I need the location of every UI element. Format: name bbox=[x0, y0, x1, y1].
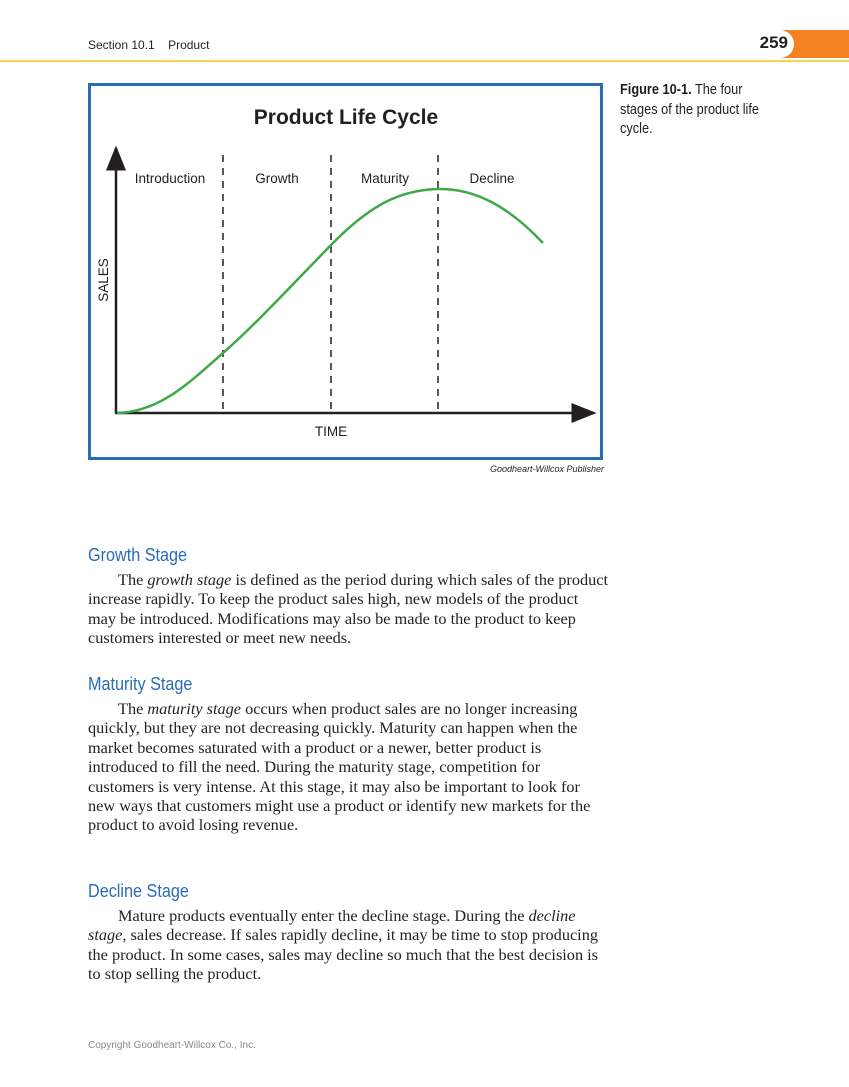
copyright-footer: Copyright Goodheart-Willcox Co., Inc. bbox=[88, 1040, 256, 1051]
stage-label-introduction: Introduction bbox=[135, 171, 206, 186]
paragraph-growth-stage: The growth stage is defined as the perio… bbox=[88, 570, 608, 648]
sales-curve bbox=[116, 187, 544, 415]
page-tab-pill bbox=[740, 30, 794, 58]
heading-maturity-stage: Maturity Stage bbox=[88, 674, 193, 694]
paragraph-maturity-stage: The maturity stage occurs when product s… bbox=[88, 699, 608, 835]
heading-decline-stage: Decline Stage bbox=[88, 881, 189, 901]
text: occurs when product sales are no longer … bbox=[88, 699, 591, 835]
stage-label-growth: Growth bbox=[255, 171, 299, 186]
chapter-name: Product bbox=[168, 38, 210, 52]
figure-frame bbox=[88, 83, 603, 460]
text: The bbox=[118, 699, 148, 718]
paragraph-decline-stage: Mature products eventually enter the dec… bbox=[88, 906, 608, 984]
section-number: Section 10.1 bbox=[88, 38, 155, 52]
heading-growth-stage: Growth Stage bbox=[88, 545, 188, 565]
stage-label-maturity: Maturity bbox=[361, 171, 409, 186]
text: is defined as the period during which sa… bbox=[88, 570, 609, 648]
x-axis-label: TIME bbox=[315, 424, 347, 439]
text: sales decrease. If sales rapidly decline… bbox=[88, 925, 599, 984]
text: The bbox=[118, 570, 148, 589]
figure-label: Figure 10-1. bbox=[620, 82, 692, 98]
figure-caption: Figure 10-1. The four stages of the prod… bbox=[620, 81, 770, 140]
product-life-cycle-diagram: Product Life Cycle Introduction Growth M… bbox=[88, 83, 603, 460]
figure-credit: Goodheart-Willcox Publisher bbox=[490, 464, 604, 474]
y-axis-label: SALES bbox=[96, 258, 111, 302]
diagram-title: Product Life Cycle bbox=[254, 106, 438, 129]
page-number: 259 bbox=[759, 33, 788, 52]
figure-caption-text: The four stages of the product life cycl… bbox=[620, 82, 760, 137]
key-term: decline stage, bbox=[88, 906, 576, 945]
stage-label-decline: Decline bbox=[469, 171, 514, 186]
text: Mature products eventually enter the dec… bbox=[118, 906, 529, 925]
running-header: Section 10.1 Product bbox=[88, 38, 219, 52]
header-rule bbox=[0, 60, 849, 62]
key-term: growth stage bbox=[147, 570, 232, 589]
key-term: maturity stage bbox=[147, 699, 241, 718]
